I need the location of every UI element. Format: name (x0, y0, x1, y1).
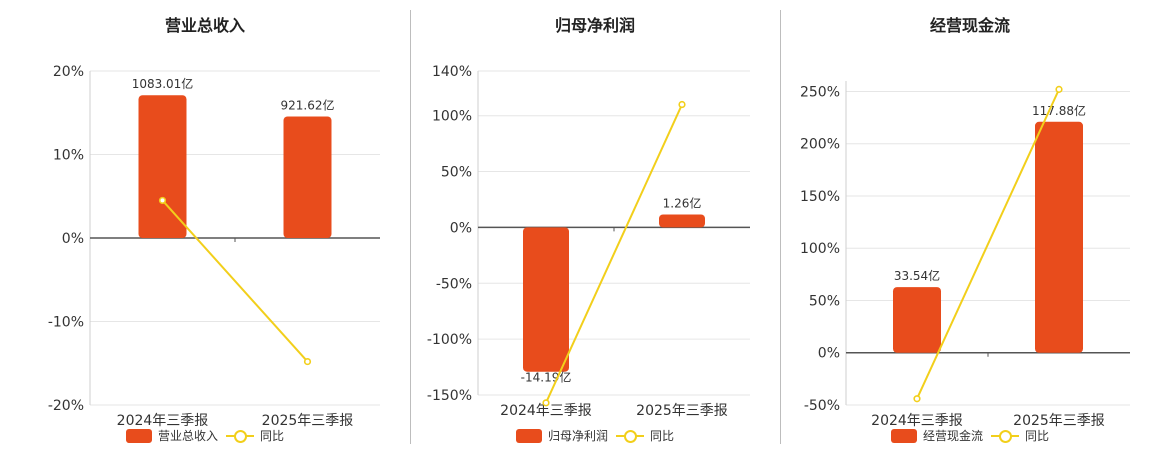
y-tick-label: 20% (53, 64, 84, 80)
panel-divider (780, 10, 781, 444)
x-category-label: 2024年三季报 (500, 403, 592, 419)
y-tick-label: 100% (432, 109, 472, 125)
y-tick-label: 10% (53, 148, 84, 164)
y-tick-label: 140% (432, 64, 472, 80)
y-tick-label: 150% (800, 189, 840, 205)
bar (523, 227, 569, 372)
bar-data-label: 921.62亿 (281, 97, 335, 112)
chart-svg-revenue: 20% 10% 0% -10% -20% 2024年三季报 2025年三季报 1083.01亿… (48, 64, 380, 429)
bar-data-label: 117.88亿 (1032, 103, 1086, 118)
legend-item-line[interactable]: 同比 (991, 427, 1049, 444)
legend-line-label: 同比 (650, 429, 675, 443)
y-tick-label: 250% (800, 84, 840, 100)
legend-bar-label: 经营现金流 (922, 429, 983, 443)
x-category-label: 2025年三季报 (1013, 413, 1105, 429)
legend-bar-label: 归母净利润 (547, 429, 608, 443)
bar-data-label: 33.54亿 (894, 268, 940, 283)
yoy-point (158, 196, 167, 205)
y-tick-label: -20% (48, 398, 84, 414)
y-tick-label: 0% (62, 231, 84, 247)
yoy-point (303, 357, 312, 366)
bar (283, 116, 332, 238)
y-tick-label: 100% (800, 241, 840, 257)
legend-item-bar[interactable]: 营业总收入 (125, 427, 218, 444)
y-tick-label: -100% (427, 332, 472, 348)
y-tick-label: 50% (809, 293, 840, 309)
yoy-point (678, 100, 686, 109)
legend-bar-label: 营业总收入 (157, 429, 218, 443)
chart-panel-cash-flow: 经营现金流 250% 200% 150% 100% 50% 0% -50% 2024年三季报 2… (780, 0, 1160, 450)
yoy-point (1055, 85, 1063, 93)
chart-title: 营业总收入 (164, 16, 245, 35)
y-tick-label: 0% (818, 346, 840, 362)
y-tick-label: -50% (436, 276, 472, 292)
chart-svg-net-profit: 140% 100% 50% 0% -50% -100% -150% 2024年三季报 2025年… (427, 64, 750, 419)
y-tick-label: -50% (804, 398, 840, 414)
y-tick-label: 200% (800, 137, 840, 153)
bar (138, 95, 187, 239)
bar-data-label: 1083.01亿 (132, 76, 194, 91)
legend-bar-swatch (515, 428, 542, 443)
legend: 经营现金流 同比 (780, 427, 1160, 444)
bar-data-label: -14.19亿 (521, 370, 572, 385)
yoy-point (542, 399, 550, 407)
legend: 营业总收入 同比 (0, 427, 410, 444)
yoy-line (916, 88, 1060, 400)
legend-item-bar[interactable]: 经营现金流 (890, 427, 983, 444)
chart-title: 经营现金流 (929, 16, 1010, 35)
legend-line-swatch (616, 429, 644, 443)
legend-line-label: 同比 (1025, 429, 1050, 443)
bar (659, 214, 705, 228)
legend-line-label: 同比 (260, 429, 285, 443)
yoy-line (545, 104, 683, 404)
panel-divider (410, 10, 411, 444)
x-category-label: 2025年三季报 (262, 413, 354, 429)
legend-line-swatch (226, 429, 254, 443)
chart-svg-cash-flow: 250% 200% 150% 100% 50% 0% -50% 2024年三季报 2025年三季… (800, 81, 1130, 429)
bar (1035, 121, 1083, 353)
legend-item-bar[interactable]: 归母净利润 (515, 427, 608, 444)
yoy-point (913, 395, 921, 403)
legend-line-swatch (991, 429, 1019, 443)
bar (893, 287, 941, 353)
legend-item-line[interactable]: 同比 (226, 427, 284, 444)
x-category-label: 2024年三季报 (871, 413, 963, 429)
bar-data-label: 1.26亿 (663, 195, 702, 210)
chart-panel-net-profit: 归母净利润 140% 100% 50% 0% -50% -100% -150% 2024年三季… (410, 0, 780, 450)
yoy-line (161, 199, 309, 363)
y-tick-label: -10% (48, 315, 84, 331)
y-tick-label: 0% (450, 220, 472, 236)
y-tick-label: -150% (427, 388, 472, 404)
legend: 归母净利润 同比 (410, 427, 780, 444)
legend-item-line[interactable]: 同比 (616, 427, 674, 444)
y-tick-label: 50% (441, 165, 472, 181)
legend-bar-swatch (890, 428, 917, 443)
legend-bar-swatch (125, 428, 152, 443)
x-category-label: 2025年三季报 (636, 403, 728, 419)
chart-panel-revenue: 营业总收入 20% 10% 0% -10% -20% 2024年三季报 2025年三季报 10… (0, 0, 410, 450)
chart-title: 归母净利润 (554, 16, 635, 35)
x-category-label: 2024年三季报 (117, 413, 209, 429)
